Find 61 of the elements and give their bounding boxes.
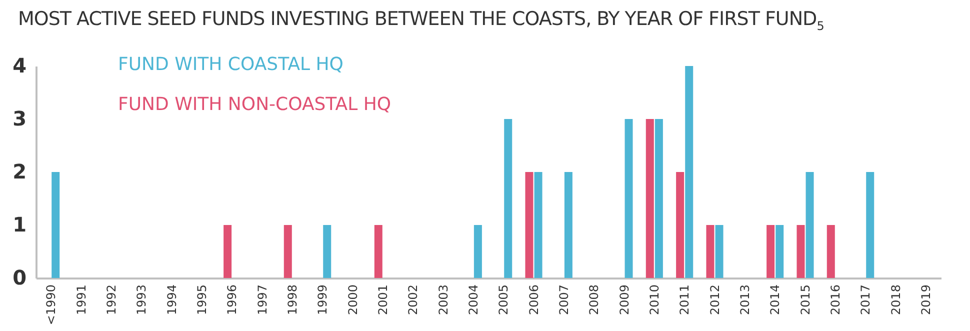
x-tick-label: 2015 xyxy=(798,284,812,316)
x-tick-label: 1992 xyxy=(104,284,118,316)
bar xyxy=(866,172,874,278)
bar xyxy=(624,119,633,278)
x-tick-label: 1994 xyxy=(164,284,179,316)
x-tick-label: 2008 xyxy=(587,284,602,316)
x-tick-label: 1995 xyxy=(194,284,209,316)
x-tick-label: 1997 xyxy=(255,284,270,316)
bar xyxy=(474,225,482,278)
bar xyxy=(706,225,714,278)
bar xyxy=(806,172,814,278)
x-tick-label: 2006 xyxy=(526,284,541,316)
bar xyxy=(646,119,654,278)
bar xyxy=(766,225,775,278)
bar xyxy=(715,225,724,278)
x-tick-label: 2002 xyxy=(406,284,420,316)
bar xyxy=(654,119,663,278)
chart-title: MOST ACTIVE SEED FUNDS INVESTING BETWEEN THE COASTS, BY YEAR OF FIRST FUND$_{5}$ xyxy=(17,7,825,34)
x-tick-label: 2003 xyxy=(436,284,450,316)
x-tick-label: 2019 xyxy=(918,284,933,316)
x-tick-label: 1991 xyxy=(74,284,88,316)
bar xyxy=(52,172,60,278)
bar xyxy=(776,225,784,278)
x-tick-label: 2018 xyxy=(888,284,903,316)
bar xyxy=(676,172,684,278)
x-tick-label: 2000 xyxy=(346,284,360,316)
bar xyxy=(323,225,332,278)
x-tick-label: 2001 xyxy=(376,284,390,316)
x-tick-label: 2005 xyxy=(496,284,511,316)
x-tick-label: 2004 xyxy=(466,284,480,316)
y-tick-label: 0 xyxy=(12,266,26,290)
y-tick-label: 1 xyxy=(12,212,26,236)
bar xyxy=(534,172,542,278)
x-tick-label: 1999 xyxy=(316,284,330,316)
text: FUND WITH NON-COASTAL HQ xyxy=(118,94,392,115)
bar xyxy=(224,225,232,278)
y-tick-label: 2 xyxy=(12,160,26,184)
bar xyxy=(504,119,512,278)
x-tick-label: 2013 xyxy=(738,284,752,316)
bar xyxy=(826,225,835,278)
bar xyxy=(685,66,694,278)
x-tick-label: 2012 xyxy=(708,284,722,316)
bar xyxy=(284,225,292,278)
bar xyxy=(796,225,805,278)
x-tick-label: 2009 xyxy=(617,284,632,316)
x-tick-label: 2017 xyxy=(858,284,873,316)
bar xyxy=(525,172,534,278)
x-tick-label: <1990 xyxy=(44,284,58,326)
x-tick-label: 1998 xyxy=(285,284,300,316)
x-tick-label: 2010 xyxy=(647,284,662,316)
x-tick-label: 2014 xyxy=(768,284,782,316)
x-tick-label: 2016 xyxy=(828,284,842,316)
y-tick-label: 3 xyxy=(12,106,26,130)
bar xyxy=(374,225,382,278)
text: FUND WITH COASTAL HQ xyxy=(118,54,344,75)
x-tick-label: 2011 xyxy=(678,284,692,316)
x-tick-label: 1993 xyxy=(134,284,149,316)
x-tick-label: 1996 xyxy=(225,284,240,316)
y-tick-label: 4 xyxy=(12,54,26,78)
bar xyxy=(564,172,572,278)
x-tick-label: 2007 xyxy=(556,284,571,316)
